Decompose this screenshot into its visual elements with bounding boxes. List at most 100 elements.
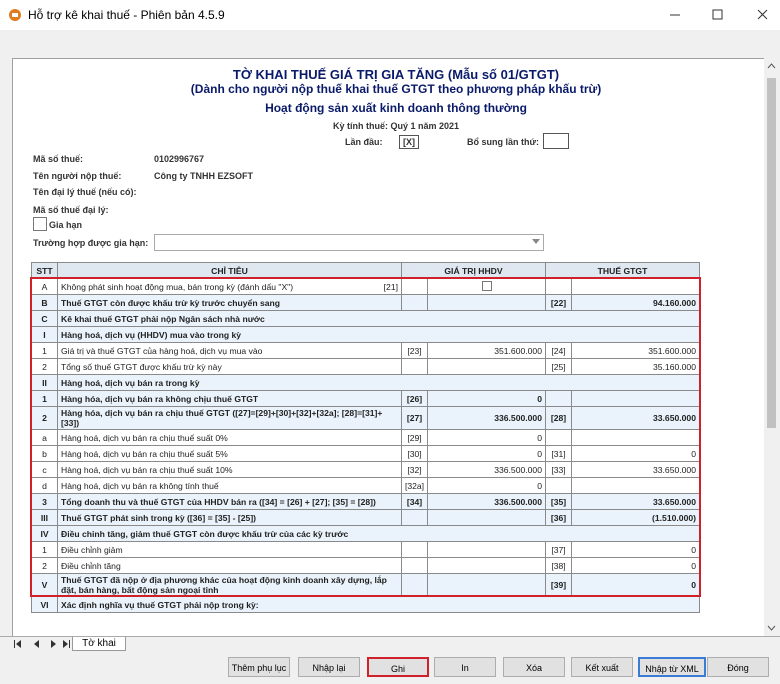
field-code [401,278,428,295]
row-label: Hàng hoá, dịch vụ bán ra không tính thuế [57,477,402,494]
value-cell[interactable]: 0 [427,477,546,494]
row-number: 3 [31,493,58,510]
label-text: Điều chỉnh giảm [61,544,123,555]
row-label: Hàng hóa, dịch vụ bán ra chịu thuế GTGT … [57,406,402,430]
title-bar: Hỗ trợ kê khai thuế - Phiên bản 4.5.9 [0,0,780,30]
form-subtitle: (Dành cho người nộp thuế khai thuế GTGT … [190,82,602,96]
field-code: [27] [401,406,428,430]
row-label: Điều chỉnh tăng [57,557,402,574]
row-number: A [31,278,58,295]
value-cell[interactable]: 351.600.000 [427,342,546,359]
field-code [545,390,572,407]
period: Kỳ tính thuế: Quý 1 năm 2021 [332,121,460,131]
row-number: II [31,374,58,391]
action-button[interactable]: Ghi [367,657,429,677]
action-button[interactable]: Thêm phụ lục [228,657,290,677]
action-button[interactable]: In [434,657,496,677]
field-code: [32a] [401,477,428,494]
checkbox[interactable] [481,280,492,291]
action-button[interactable]: Kết xuất [571,657,633,677]
table-row: B Thuế GTGT còn được khấu trừ kỳ trước ch… [31,294,700,311]
table-row: III Thuế GTGT phát sinh trong kỳ ([36] = … [31,509,700,526]
scrollbar[interactable] [764,58,779,636]
row-number: I [31,326,58,343]
row-number: III [31,509,58,526]
table-row: 1 Hàng hóa, dịch vụ bán ra không chịu thu… [31,390,700,407]
extension-case-dropdown[interactable] [154,234,544,251]
window-controls[interactable] [660,0,780,30]
field-code: [30] [401,445,428,462]
first-value[interactable]: [X] [399,135,419,149]
row-label: Xác định nghĩa vụ thuế GTGT phải nộp tro… [57,596,700,613]
value-cell[interactable]: 35.160.000 [571,358,700,375]
extension-case-label: Trường hợp được gia hạn: [33,238,149,248]
table-row: c Hàng hoá, dịch vụ bán ra chịu thuế suất… [31,461,700,478]
row-label: Điều chỉnh giảm [57,541,402,558]
action-button[interactable]: Xóa [503,657,565,677]
value-cell[interactable]: 0 [427,429,546,446]
value-cell[interactable]: 94.160.000 [571,294,700,311]
table-row: V Thuế GTGT đã nộp ở địa phương khác của … [31,573,700,597]
row-label: Thuế GTGT phát sinh trong kỳ ([36] = [35… [57,509,402,526]
label-text: Hàng hóa, dịch vụ bán ra chịu thuế GTGT … [61,408,383,428]
action-button[interactable]: Đóng [707,657,769,677]
field-code: [38] [545,557,572,574]
table-row: 3 Tổng doanh thu và thuế GTGT của HHDV bá… [31,493,700,510]
value-cell[interactable]: 0 [571,541,700,558]
value-cell [427,573,546,597]
value-cell[interactable]: 0 [571,573,700,597]
value-cell [427,358,546,375]
value-cell[interactable]: 33.650.000 [571,406,700,430]
row-number: VI [31,596,58,613]
tab-bar: Tờ khai [0,636,780,651]
label-text: Hàng hoá, dịch vụ bán ra chịu thuế suất … [61,464,233,475]
first-label: Lần đầu: [345,137,383,147]
value-cell[interactable]: (1.510.000) [571,509,700,526]
table-row: 1 Giá trị và thuế GTGT của hàng hoá, dịch… [31,342,700,359]
value-cell[interactable]: 33.650.000 [571,493,700,510]
table-row: 1 Điều chỉnh giảm [37] 0 [31,541,700,558]
action-button[interactable]: Nhập từ XML [638,657,706,677]
field-code [545,477,572,494]
value-cell [427,541,546,558]
label-text: Thuế GTGT còn được khấu trừ kỳ trước chu… [61,297,281,308]
value-cell[interactable]: 351.600.000 [571,342,700,359]
value-cell[interactable]: 0 [427,390,546,407]
table-row: I Hàng hoá, dịch vụ (HHDV) mua vào trong … [31,326,700,343]
value-cell[interactable]: 0 [571,557,700,574]
field-code: [35] [545,493,572,510]
row-number: d [31,477,58,494]
declaration-table: STT CHỈ TIÊU GIÁ TRỊ HHDV THUẾ GTGT A [21… [31,262,700,613]
row-number: 2 [31,358,58,375]
field-code [401,509,428,526]
label-text: Điều chỉnh tăng [61,560,121,571]
row-label: Hàng hoá, dịch vụ bán ra chịu thuế suất … [57,445,402,462]
row-label: Hàng hóa, dịch vụ bán ra không chịu thuế… [57,390,402,407]
column-header: STT [31,262,58,279]
label-text: Xác định nghĩa vụ thuế GTGT phải nộp tro… [61,599,259,610]
value-cell[interactable]: 336.500.000 [427,406,546,430]
value-cell[interactable]: 33.650.000 [571,461,700,478]
extension-checkbox[interactable] [33,217,47,231]
field-code [401,573,428,597]
field-code: [33] [545,461,572,478]
row-number: B [31,294,58,311]
extension-label: Gia hạn [49,220,83,230]
row-label: Tổng số thuế GTGT được khấu trừ kỳ này [57,358,402,375]
value-cell[interactable]: 336.500.000 [427,461,546,478]
field-code [545,429,572,446]
supplement-input[interactable] [543,133,569,149]
label-text: Tổng doanh thu và thuế GTGT của HHDV bán… [61,496,376,507]
sheet-tab[interactable]: Tờ khai [72,637,126,651]
action-button[interactable]: Nhập lại [298,657,360,677]
tab-navigation[interactable] [14,639,70,649]
value-cell [571,477,700,494]
value-cell[interactable]: 0 [427,445,546,462]
value-cell[interactable]: 0 [571,445,700,462]
field-code: [29] [401,429,428,446]
row-number: C [31,310,58,327]
field-code: [37] [545,541,572,558]
table-row: a Hàng hoá, dịch vụ bán ra chịu thuế suất… [31,429,700,446]
value-cell[interactable]: 336.500.000 [427,493,546,510]
label-text: Hàng hoá, dịch vụ bán ra trong kỳ [61,377,200,388]
